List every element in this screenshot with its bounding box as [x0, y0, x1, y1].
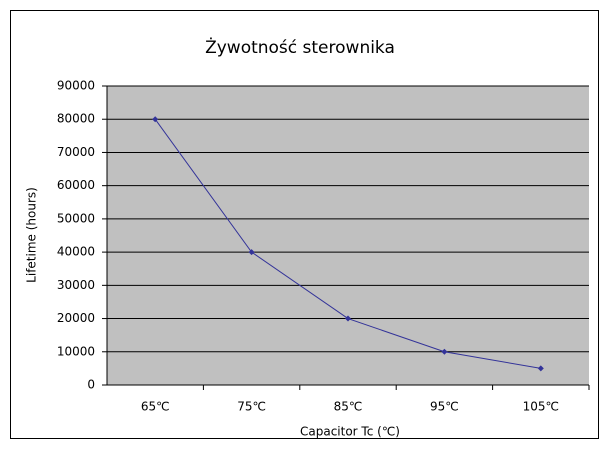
- x-tick-label: 65℃: [141, 400, 170, 414]
- point: [537, 365, 544, 372]
- y-tick-label: 10000: [57, 344, 95, 358]
- point: [152, 116, 159, 123]
- x-axis-label: Capacitor Tc (℃): [300, 425, 400, 439]
- y-tick-label: 90000: [57, 79, 95, 93]
- y-tick-label: 60000: [57, 178, 95, 192]
- y-axis-label: Lifetime (hours): [25, 187, 39, 283]
- y-tick-label: 50000: [57, 211, 95, 225]
- x-tick-label: 75℃: [237, 400, 266, 414]
- chart-title: Żywotność sterownika: [205, 37, 395, 58]
- point: [441, 348, 448, 355]
- x-tick-label: 105℃: [523, 400, 559, 414]
- y-tick-label: 0: [87, 378, 95, 392]
- y-tick-label: 20000: [57, 311, 95, 325]
- y-tick-label: 80000: [57, 112, 95, 126]
- y-tick-label: 70000: [57, 145, 95, 159]
- plot-area: [107, 86, 589, 385]
- x-tick-label: 95℃: [430, 400, 459, 414]
- y-tick-label: 30000: [57, 278, 95, 292]
- x-tick-label: 85℃: [334, 400, 363, 414]
- point: [248, 249, 255, 256]
- y-tick-label: 40000: [57, 245, 95, 259]
- point: [345, 315, 351, 322]
